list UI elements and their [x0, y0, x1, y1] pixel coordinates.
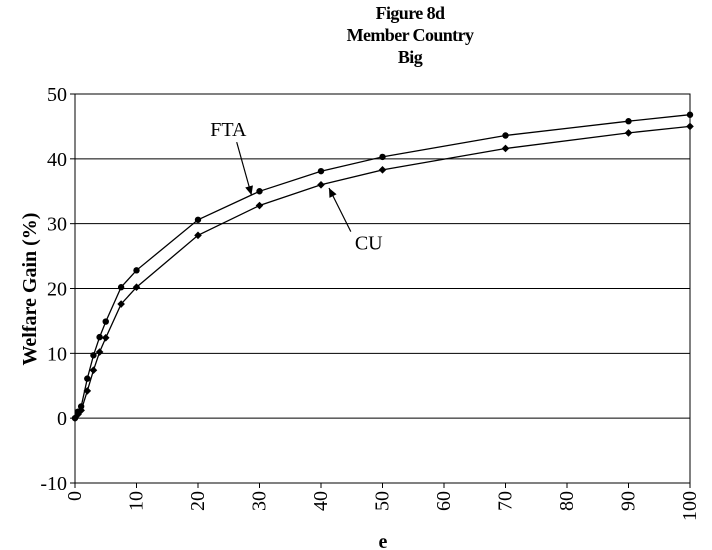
- data-point-fta: [90, 352, 96, 358]
- series-line-fta: [75, 115, 690, 419]
- annotations: FTA CU: [210, 119, 383, 254]
- y-tick-label: -10: [40, 473, 67, 495]
- x-tick-label: 90: [618, 491, 640, 511]
- data-point-fta: [118, 284, 124, 290]
- data-point-fta: [103, 318, 109, 324]
- data-point-cu: [256, 202, 264, 210]
- data-point-fta: [84, 375, 90, 381]
- data-point-fta: [318, 168, 324, 174]
- x-axis-label: e: [379, 531, 388, 550]
- data-point-fta: [687, 112, 693, 118]
- y-tick-label: 30: [47, 214, 67, 236]
- x-tick-label: 40: [310, 491, 332, 511]
- series: [71, 112, 694, 422]
- y-axis-label: Welfare Gain (%): [19, 213, 41, 366]
- x-tick-label: 50: [372, 491, 394, 511]
- x-tick-label: 20: [187, 491, 209, 511]
- annotation-label-fta: FTA: [210, 119, 247, 141]
- y-tick-label: 50: [47, 84, 67, 106]
- annotation-arrow-head: [245, 185, 253, 195]
- data-point-cu: [102, 334, 110, 342]
- x-tick-label: 70: [495, 491, 517, 511]
- y-tick-label: 0: [57, 408, 67, 430]
- data-point-cu: [625, 129, 633, 137]
- data-point-fta: [133, 267, 139, 273]
- x-tick-label: 60: [433, 491, 455, 511]
- x-tick-label: 0: [64, 491, 86, 501]
- data-point-cu: [317, 181, 325, 189]
- x-tick-label: 30: [249, 491, 271, 511]
- y-tick-label: 40: [47, 149, 67, 171]
- y-tick-label: 10: [47, 343, 67, 365]
- data-point-fta: [379, 154, 385, 160]
- data-point-cu: [96, 348, 104, 356]
- x-tick-label: 80: [556, 491, 578, 511]
- data-point-fta: [625, 118, 631, 124]
- annotation-label-cu: CU: [355, 233, 383, 255]
- x-tick-label: 100: [679, 491, 701, 521]
- data-point-cu: [379, 166, 387, 174]
- data-point-cu: [686, 123, 694, 131]
- x-tick-label: 10: [126, 491, 148, 511]
- data-point-fta: [256, 188, 262, 194]
- y-tick-label: 20: [47, 279, 67, 301]
- data-point-cu: [502, 145, 510, 153]
- data-point-fta: [96, 334, 102, 340]
- data-point-fta: [195, 217, 201, 223]
- data-point-fta: [502, 132, 508, 138]
- gridlines: [75, 94, 690, 483]
